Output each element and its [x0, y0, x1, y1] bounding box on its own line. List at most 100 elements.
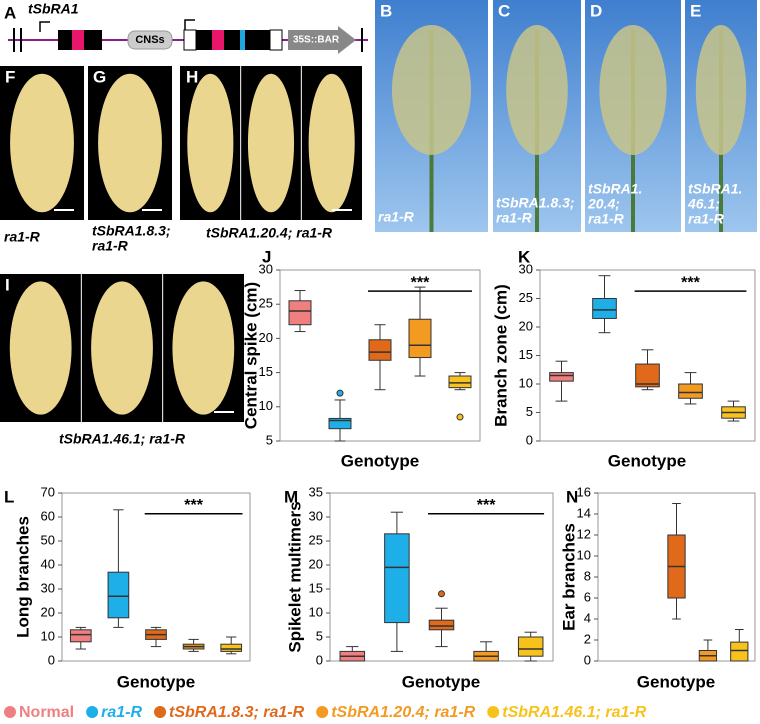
y-tick-label: 0: [316, 652, 323, 667]
y-tick-label: 15: [519, 347, 533, 362]
x-axis-label: Genotype: [117, 672, 195, 691]
legend-marker: [4, 706, 16, 718]
photo-caption: ra1-R: [4, 229, 41, 245]
y-tick-label: 5: [316, 628, 323, 643]
cns-label: CNSs: [135, 34, 164, 46]
photo-caption: tSbRA1.: [588, 181, 642, 197]
box: [448, 375, 472, 389]
panel-label: E: [690, 1, 701, 20]
marker-label: 35S::BAR: [293, 35, 340, 46]
photo-caption: ra1-R: [496, 210, 533, 226]
y-axis-label: Central spike (cm): [241, 282, 260, 429]
panel-label: C: [498, 1, 510, 20]
panel-label: A: [4, 3, 16, 22]
y-axis-label: Ear branches: [559, 523, 578, 631]
y-tick-label: 15: [259, 364, 273, 379]
box: [678, 383, 703, 399]
photo-caption: tSbRA1.8.3;: [92, 223, 171, 239]
ear: [247, 73, 295, 213]
y-tick-label: 30: [519, 261, 533, 276]
box: [408, 318, 432, 359]
legend-marker: [487, 706, 500, 718]
outlier: [438, 590, 445, 598]
y-tick-label: 20: [259, 330, 273, 345]
x-axis-label: Genotype: [608, 451, 686, 470]
y-tick-label: 10: [259, 398, 273, 413]
photo-caption: tSbRA1.20.4; ra1-R: [206, 225, 333, 241]
tassel: [695, 25, 747, 155]
plot-frame: [329, 492, 554, 662]
y-tick-label: 12: [577, 526, 591, 541]
box: [220, 643, 243, 652]
y-tick-label: 20: [519, 318, 533, 333]
legend-label: ra1-R: [101, 704, 142, 721]
y-tick-label: 25: [519, 290, 533, 305]
gene-name: tSbRA1: [28, 1, 79, 17]
chart-label: M: [284, 487, 298, 506]
significance: ***: [411, 274, 430, 291]
photo-caption: ra1-R: [688, 211, 725, 227]
panel-label: F: [5, 67, 15, 86]
y-axis-label: Long branches: [13, 516, 32, 638]
box: [368, 339, 392, 361]
legend-label: tSbRA1.46.1; ra1-R: [502, 704, 646, 721]
significance: ***: [681, 274, 700, 291]
tassel: [599, 25, 667, 155]
chart-label: L: [4, 487, 14, 506]
y-tick-label: 25: [309, 532, 323, 547]
photo-caption: 46.1;: [687, 196, 720, 212]
y-tick-label: 10: [519, 375, 533, 390]
y-tick-label: 25: [259, 296, 273, 311]
y-tick-label: 70: [41, 484, 55, 499]
y-tick-label: 30: [41, 580, 55, 595]
legend-marker: [154, 706, 167, 718]
y-tick-label: 20: [309, 556, 323, 571]
photo-caption: ra1-R: [378, 209, 415, 225]
chart-label: N: [566, 487, 578, 506]
tassel: [506, 25, 568, 155]
y-tick-label: 4: [584, 610, 591, 625]
y-tick-label: 2: [584, 631, 591, 646]
photo-caption: tSbRA1.: [688, 181, 742, 197]
y-tick-label: 10: [309, 604, 323, 619]
legend-label: tSbRA1.20.4; ra1-R: [331, 704, 475, 721]
significance: ***: [184, 497, 203, 514]
ear: [10, 73, 74, 213]
outlier: [456, 413, 464, 421]
construct-diagram: A tSbRA1 CNSs 35S::BAR: [4, 1, 368, 54]
legend-marker: [86, 706, 99, 718]
plot-frame: [279, 269, 481, 442]
box: [549, 372, 574, 382]
x-axis-label: Genotype: [341, 451, 419, 470]
legend-label: tSbRA1.8.3; ra1-R: [169, 704, 305, 721]
plot-frame: [61, 492, 251, 662]
ear: [308, 73, 355, 213]
box: [328, 417, 352, 430]
box: [428, 619, 455, 631]
panel-label: H: [186, 67, 198, 86]
ear: [98, 73, 162, 213]
y-tick-label: 40: [41, 556, 55, 571]
y-tick-label: 8: [584, 568, 591, 583]
photo-caption: ra1-R: [588, 211, 625, 227]
y-tick-label: 16: [577, 484, 591, 499]
panel-label: I: [5, 275, 10, 294]
panel-label: B: [380, 1, 392, 20]
y-tick-label: 35: [309, 484, 323, 499]
y-tick-label: 20: [41, 604, 55, 619]
photo-caption: tSbRA1.46.1; ra1-R: [59, 431, 186, 447]
y-tick-label: 10: [41, 628, 55, 643]
x-axis-label: Genotype: [637, 672, 715, 691]
outlier: [336, 389, 344, 397]
y-tick-label: 50: [41, 532, 55, 547]
tassel: [391, 25, 472, 155]
box: [107, 571, 130, 619]
ear: [172, 281, 235, 415]
y-axis-label: Spikelet multimers: [285, 501, 304, 652]
box: [730, 641, 749, 662]
box: [592, 298, 617, 319]
box: [635, 363, 660, 388]
y-axis-label: Branch zone (cm): [491, 284, 510, 427]
photo-caption: ra1-R: [92, 238, 129, 254]
y-tick-label: 60: [41, 508, 55, 523]
